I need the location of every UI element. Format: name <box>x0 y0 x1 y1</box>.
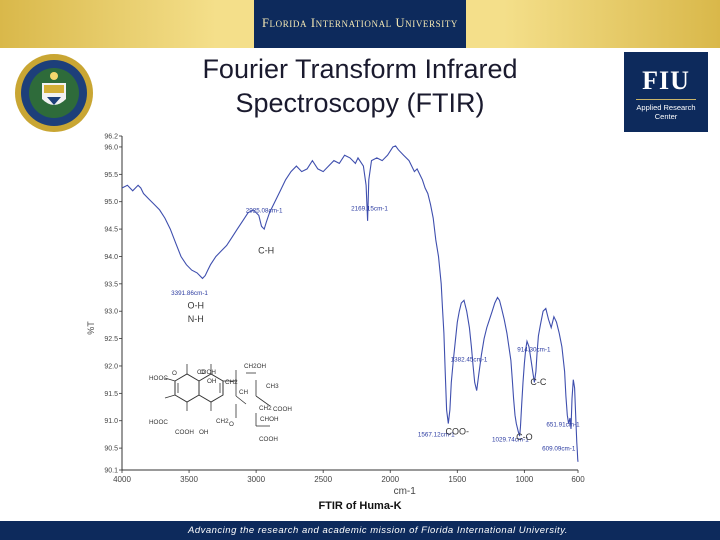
y-tick-label: 95.5 <box>104 172 118 179</box>
structure-label: CHOH <box>260 416 279 423</box>
structure-label: O <box>200 369 205 376</box>
peak-label: 609.09cm-1 <box>542 445 576 452</box>
y-tick-label: 90.1 <box>104 468 118 475</box>
x-tick-label: 3000 <box>247 475 265 484</box>
structure-bond <box>255 395 271 407</box>
logo-divider <box>636 99 696 100</box>
structure-label: CH3 <box>266 383 279 390</box>
x-tick-label: 2000 <box>381 475 399 484</box>
fiu-logo-text: FIU <box>642 66 690 95</box>
title-line-2: Spectroscopy (FTIR) <box>235 88 485 118</box>
x-tick-label: 3500 <box>180 475 198 484</box>
y-tick-label: 93.5 <box>104 281 118 288</box>
y-tick-label: 92.0 <box>104 363 118 370</box>
functional-group-label: C-C <box>530 377 546 387</box>
title-line-1: Fourier Transform Infrared <box>202 54 518 84</box>
x-tick-label: 1000 <box>515 475 533 484</box>
footer-bar: Advancing the research and academic miss… <box>0 521 720 540</box>
structure-label: CH2 <box>225 379 238 386</box>
spectrum-line <box>121 145 579 462</box>
functional-group-label: COO- <box>446 426 470 436</box>
functional-group-labels: C-H O-H N-H C-C COO- C-O <box>188 246 547 442</box>
y-tick-label: 94.0 <box>104 254 118 261</box>
structure-label: OH <box>207 378 217 385</box>
x-tick-label: 600 <box>571 475 585 484</box>
peak-labels: 3391.86cm-1 2925.08cm-1 2169.15cm-1 1567.12… <box>171 205 580 452</box>
functional-group-label: C-H <box>258 246 274 256</box>
peak-label: 1029.74cm-1 <box>492 436 529 443</box>
y-tick-label: 92.5 <box>104 336 118 343</box>
structure-label: COOH <box>273 406 292 413</box>
y-tick-label: 91.0 <box>104 418 118 425</box>
peak-label: 1567.12cm-1 <box>418 431 455 438</box>
y-tick-label: 94.5 <box>104 227 118 234</box>
university-banner: Florida International University <box>254 0 466 48</box>
footer-text: Advancing the research and academic miss… <box>188 525 568 536</box>
structure-label: HOOC <box>149 419 168 426</box>
y-tick-label: 95.0 <box>104 199 118 206</box>
functional-group-label: C-O <box>516 432 533 442</box>
structure-label: COOH <box>259 436 278 443</box>
structure-label: CH2 <box>259 405 272 412</box>
structure-label: COOH <box>175 429 194 436</box>
figure-caption: FTIR of Huma-K <box>318 500 402 512</box>
peak-label: 2169.15cm-1 <box>351 205 388 212</box>
structure-label: HOOC <box>149 375 168 382</box>
y-tick-label: 91.5 <box>104 391 118 398</box>
humic-structure-diagram: HOOCHOOCCOOHCOOHCOOHCOOHCH2OHCH2CHCH3CH2… <box>149 363 292 443</box>
peak-label: 2925.08cm-1 <box>246 208 283 215</box>
structure-bond <box>164 377 176 382</box>
functional-group-label: N-H <box>188 314 204 324</box>
x-tick-label: 1500 <box>448 475 466 484</box>
university-name: Florida International University <box>261 16 459 30</box>
y-tick-label: 93.0 <box>104 309 118 316</box>
page-title: Fourier Transform Infrared Spectroscopy … <box>150 52 570 120</box>
structure-label: CH2 <box>216 418 229 425</box>
peak-label: 651.91cm-1 <box>546 422 580 429</box>
structure-label: O <box>229 421 234 428</box>
y-tick-label: 90.5 <box>104 446 118 453</box>
fiu-arc-logo: FIU Applied Research Center <box>624 52 708 132</box>
peak-label: 914.30cm-1 <box>517 347 551 354</box>
logo-subtitle-line-2: Center <box>654 112 678 121</box>
structure-ring <box>174 373 200 403</box>
y-axis-title: %T <box>86 321 96 335</box>
logo-subtitle-line-1: Applied Research <box>636 103 696 112</box>
logo-subtitle: Applied Research Center <box>624 103 708 121</box>
spectrum-series <box>121 145 579 462</box>
structure-label: CH <box>239 389 249 396</box>
y-tick-label: 96.0 <box>104 144 118 151</box>
chart-axes: 96.2 96.0 95.5 95.0 94.5 94.0 93.5 93.0 92.5 92.0… <box>86 134 585 498</box>
structure-label: O <box>172 370 177 377</box>
x-tick-label: 4000 <box>113 475 131 484</box>
peak-label: 3391.86cm-1 <box>171 290 208 297</box>
structure-label: OH <box>199 429 209 436</box>
top-banner: Florida International University <box>0 0 720 48</box>
structure-bond <box>164 394 176 399</box>
functional-group-label: O-H <box>188 300 205 310</box>
doe-seal-logo <box>15 54 93 132</box>
peak-label: 1382.45cm-1 <box>451 356 488 363</box>
y-tick-label: 96.2 <box>104 134 118 141</box>
ftir-chart: 96.2 96.0 95.5 95.0 94.5 94.0 93.5 93.0 92.5 92.0… <box>86 134 585 498</box>
x-tick-label: 2500 <box>314 475 332 484</box>
structure-bond <box>235 395 247 405</box>
structure-label: CH2OH <box>244 363 266 370</box>
x-axis-title: cm-1 <box>394 486 417 497</box>
structure-label: COOH <box>197 369 216 376</box>
